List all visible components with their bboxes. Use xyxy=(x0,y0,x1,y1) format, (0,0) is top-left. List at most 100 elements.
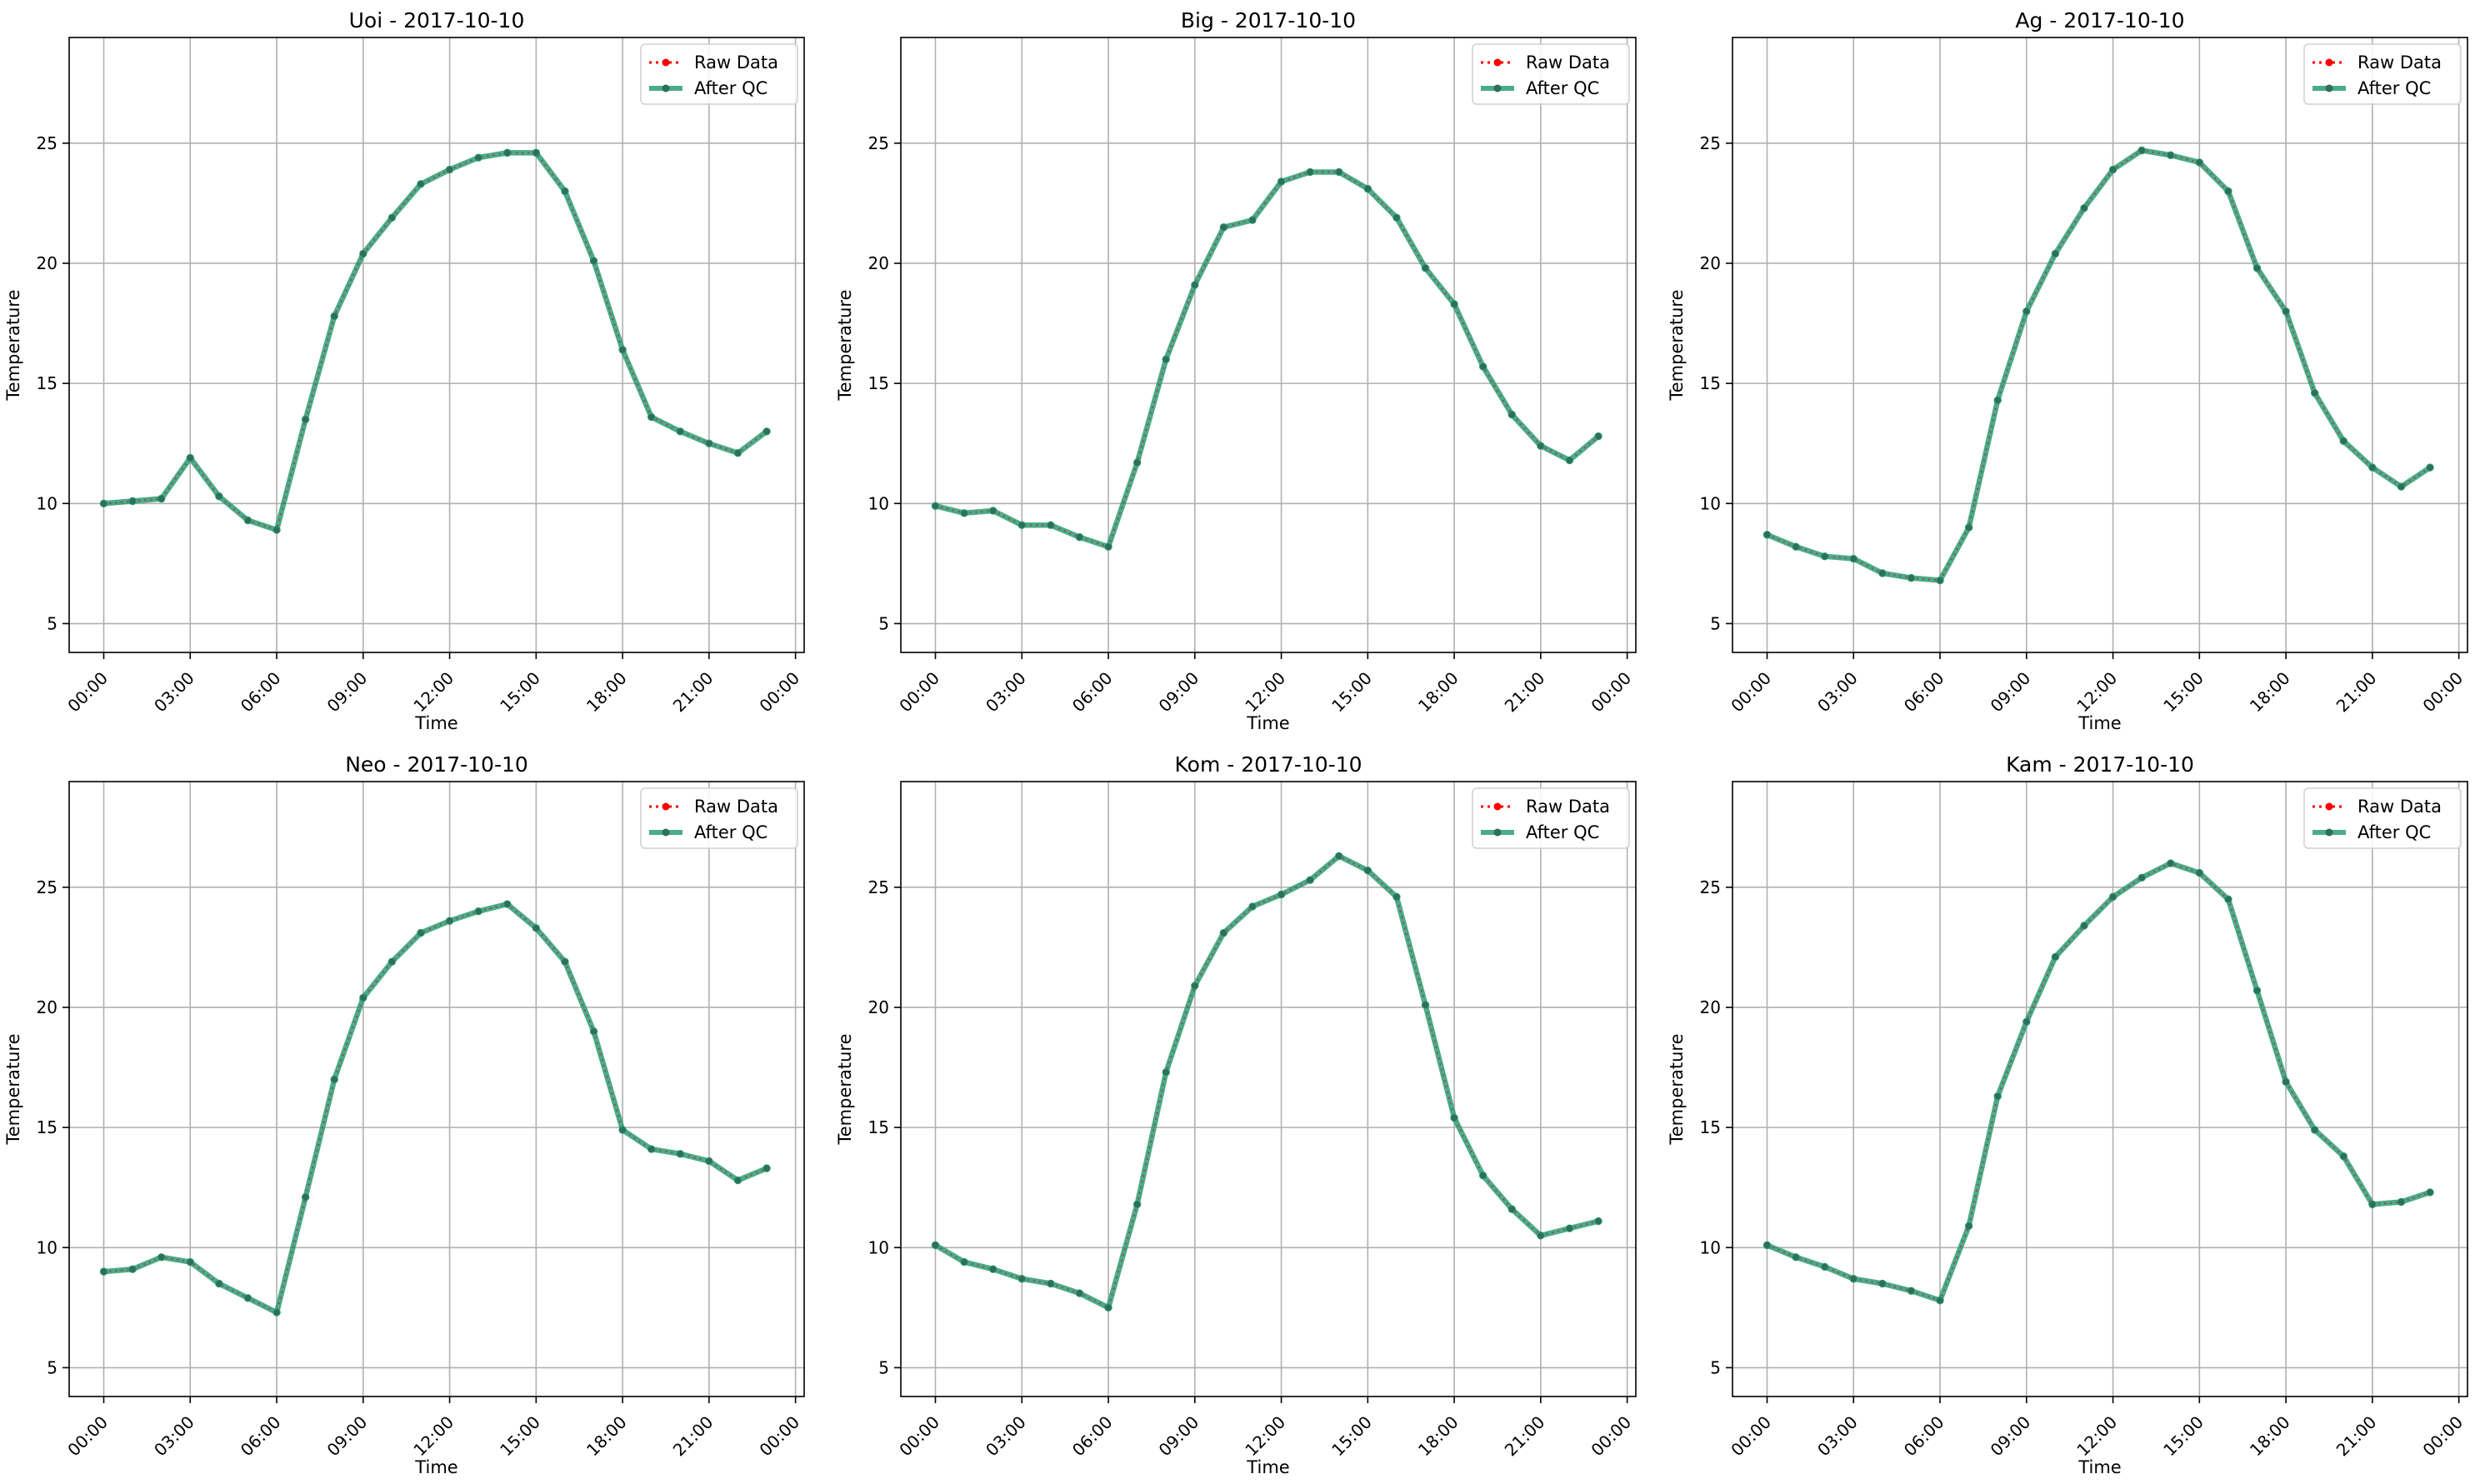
data-point xyxy=(2108,892,2118,902)
data-point xyxy=(2195,158,2204,167)
data-point xyxy=(705,1157,713,1166)
data-point xyxy=(243,516,252,525)
data-point xyxy=(186,453,194,462)
data-point xyxy=(2282,1077,2290,1087)
series-line-after-qc xyxy=(101,901,770,1316)
legend-marker-raw-data xyxy=(1493,58,1502,67)
series-line-raw-data xyxy=(103,902,768,1314)
y-tick-label: 20 xyxy=(868,997,889,1017)
data-point xyxy=(2252,987,2262,995)
data-point xyxy=(1993,396,2002,405)
plot-frame xyxy=(1732,781,2468,1397)
data-point xyxy=(1878,569,1887,577)
data-point xyxy=(417,180,425,188)
y-tick-label: 15 xyxy=(37,1117,58,1137)
legend: Raw Data After QC xyxy=(1472,43,1630,105)
data-point xyxy=(215,1279,223,1288)
data-point xyxy=(2051,249,2060,258)
y-tick-label: 10 xyxy=(868,1237,889,1257)
data-point xyxy=(1277,890,1286,899)
data-point xyxy=(2138,873,2146,882)
data-point xyxy=(474,907,482,916)
y-tick-label: 25 xyxy=(37,133,58,153)
legend-marker-after-qc xyxy=(1493,828,1502,837)
data-point xyxy=(1018,1275,1026,1283)
y-tick-label: 5 xyxy=(1710,1357,1721,1377)
data-point xyxy=(733,1176,742,1185)
legend-label-raw-data: Raw Data xyxy=(2358,52,2442,72)
legend-label-raw-data: Raw Data xyxy=(694,797,778,817)
data-point xyxy=(2051,952,2060,962)
subplot-3: 00:00 03:00 06:00 09:00 12:00 15:00 18:00 21:00… xyxy=(1667,8,2468,733)
series-line-after-qc xyxy=(101,150,770,533)
data-point xyxy=(1191,982,1199,990)
series-line-after-qc xyxy=(932,853,1602,1311)
data-point xyxy=(2282,307,2290,316)
x-tick-label: 18:00 xyxy=(1414,668,1462,717)
legend-marker-after-qc xyxy=(2325,828,2333,837)
chart-title: Ag - 2017-10-10 xyxy=(2015,8,2184,32)
data-point xyxy=(388,957,397,966)
data-point xyxy=(561,187,569,196)
data-point xyxy=(1219,928,1228,937)
y-tick-label: 25 xyxy=(1700,877,1721,897)
data-point xyxy=(1392,892,1401,902)
data-point xyxy=(445,165,454,174)
x-tick-label: 09:00 xyxy=(1155,668,1203,717)
data-point xyxy=(1820,1262,1829,1272)
data-point xyxy=(2339,1152,2348,1161)
y-axis-label: Temperature xyxy=(3,289,23,401)
y-tick-label: 15 xyxy=(1700,1117,1721,1137)
y-axis-label: Temperature xyxy=(835,1033,855,1145)
x-tick-label: 00:00 xyxy=(1587,1412,1635,1461)
data-point xyxy=(1936,1296,1944,1305)
data-point xyxy=(1132,1200,1142,1209)
data-point xyxy=(2080,922,2088,930)
data-point xyxy=(1277,177,1286,186)
legend-marker-raw-data xyxy=(2325,58,2333,67)
data-point xyxy=(988,1265,998,1273)
data-point xyxy=(2167,859,2175,867)
data-point xyxy=(1191,281,1199,289)
data-point xyxy=(99,499,108,507)
data-point xyxy=(2310,388,2319,397)
x-tick-label: 06:00 xyxy=(1068,668,1117,717)
x-axis-label: Time xyxy=(414,713,458,733)
x-tick-label: 00:00 xyxy=(755,668,803,717)
x-tick-label: 00:00 xyxy=(755,1412,803,1461)
y-tick-label: 5 xyxy=(878,613,889,633)
legend: Raw Data After QC xyxy=(2303,43,2462,105)
x-tick-label: 21:00 xyxy=(669,1412,718,1461)
data-point xyxy=(1392,213,1401,222)
data-point xyxy=(1792,1253,1800,1262)
x-tick-label: 03:00 xyxy=(150,1412,198,1461)
data-point xyxy=(1306,167,1314,177)
series-line-after-qc xyxy=(932,169,1602,550)
subplot-6: 00:00 03:00 06:00 09:00 12:00 15:00 18:00 21:00… xyxy=(1667,752,2468,1477)
data-point xyxy=(960,1257,968,1267)
data-point xyxy=(359,249,368,258)
data-point xyxy=(2167,151,2175,159)
data-point xyxy=(243,1294,252,1302)
y-tick-label: 15 xyxy=(868,373,889,393)
x-tick-label: 00:00 xyxy=(2418,1412,2467,1461)
y-tick-label: 20 xyxy=(37,253,58,273)
x-tick-label: 09:00 xyxy=(1155,1412,1203,1461)
data-point xyxy=(1335,852,1343,861)
data-point xyxy=(503,148,512,157)
data-point xyxy=(157,1253,166,1262)
data-point xyxy=(1964,1222,1973,1231)
data-point xyxy=(2426,1188,2434,1197)
data-point xyxy=(960,509,968,517)
series-line-raw-data xyxy=(934,855,1599,1309)
x-tick-label: 21:00 xyxy=(2332,668,2381,717)
x-tick-label: 18:00 xyxy=(582,668,631,717)
data-point xyxy=(1792,542,1800,551)
data-point xyxy=(1907,573,1916,582)
legend-label-after-qc: After QC xyxy=(694,78,768,98)
y-tick-label: 15 xyxy=(37,373,58,393)
x-tick-label: 03:00 xyxy=(982,1412,1030,1461)
data-point xyxy=(1762,1241,1772,1250)
data-point xyxy=(1936,576,1944,585)
data-point xyxy=(445,917,454,925)
